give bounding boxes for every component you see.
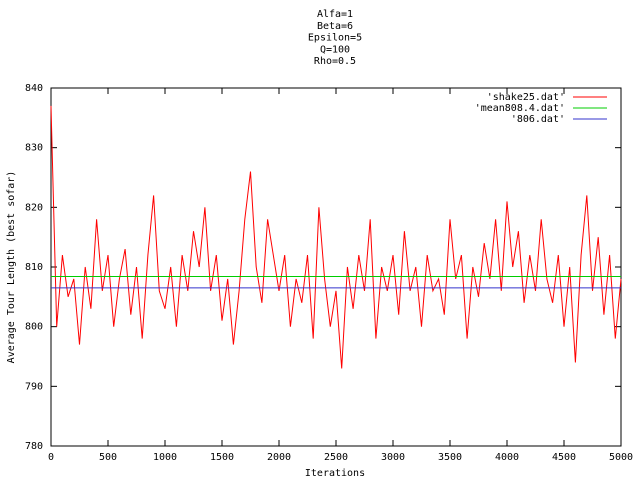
- x-tick-label: 0: [48, 452, 54, 463]
- legend-label: '806.dat': [511, 114, 565, 125]
- x-tick-label: 1500: [210, 452, 234, 463]
- y-tick-label: 810: [25, 262, 43, 273]
- x-tick-label: 4000: [495, 452, 519, 463]
- y-tick-label: 820: [25, 202, 43, 213]
- title-line: Q=100: [320, 44, 350, 55]
- y-tick-label: 790: [25, 381, 43, 392]
- x-tick-label: 1000: [153, 452, 177, 463]
- y-tick-label: 780: [25, 441, 43, 452]
- x-tick-label: 4500: [552, 452, 576, 463]
- y-tick-label: 830: [25, 143, 43, 154]
- title-line: Epsilon=5: [308, 33, 362, 44]
- x-tick-label: 2500: [324, 452, 348, 463]
- x-tick-label: 500: [99, 452, 117, 463]
- legend-label: 'shake25.dat': [487, 92, 565, 103]
- y-axis-label: Average Tour Length (best sofar): [6, 171, 17, 364]
- x-tick-label: 3500: [438, 452, 462, 463]
- x-tick-label: 2000: [267, 452, 291, 463]
- title-line: Beta=6: [317, 21, 353, 32]
- x-axis-label: Iterations: [305, 468, 365, 479]
- x-tick-label: 5000: [609, 452, 633, 463]
- title-line: Alfa=1: [317, 9, 353, 20]
- legend-label: 'mean808.4.dat': [475, 103, 565, 114]
- y-tick-label: 840: [25, 83, 43, 94]
- series-line: [50, 105, 622, 369]
- x-tick-label: 3000: [381, 452, 405, 463]
- title-line: Rho=0.5: [314, 56, 356, 67]
- y-tick-label: 800: [25, 322, 43, 333]
